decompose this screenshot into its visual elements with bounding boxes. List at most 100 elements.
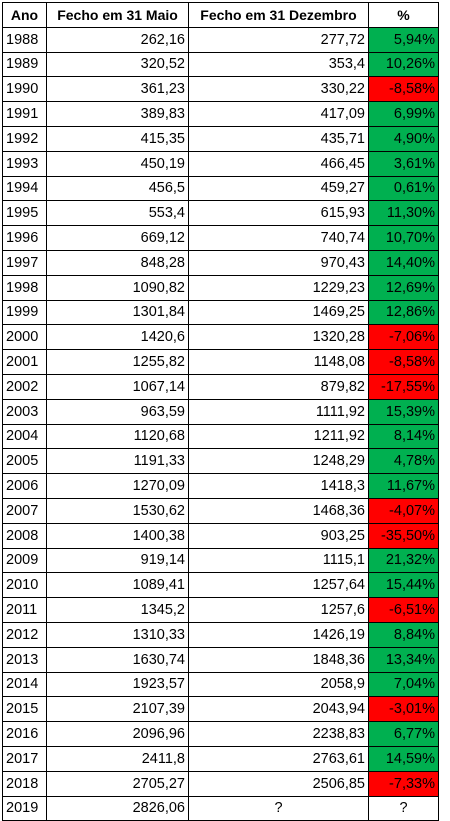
may-close-cell: 669,12	[46, 225, 189, 251]
year-cell: 1997	[2, 249, 47, 276]
table-body: 1988 262,16 277,72 5,94% 1989 320,52 353,4 10,2…	[2, 26, 439, 821]
december-close-cell: 1115,1	[188, 547, 369, 574]
may-close-cell: 320,52	[46, 51, 189, 78]
table-row: 1999 1301,84 1469,25 12,86%	[2, 299, 439, 326]
december-close-cell: 740,74	[188, 225, 369, 251]
percent-change-cell: 4,90%	[368, 125, 439, 152]
table-row: 2004 1120,68 1211,92 8,14%	[2, 423, 439, 450]
december-close-cell: 879,82	[188, 373, 369, 400]
percent-change-cell: 8,14%	[368, 423, 439, 450]
table-row: 1998 1090,82 1229,23 12,69%	[2, 274, 439, 301]
table-row: 2000 1420,6 1320,28 -7,06%	[2, 324, 439, 351]
percent-change-cell: 15,44%	[368, 572, 439, 599]
year-cell: 1994	[2, 175, 47, 202]
table-row: 1996 669,12 740,74 10,70%	[2, 225, 439, 251]
may-close-cell: 1530,62	[46, 497, 189, 524]
year-cell: 2008	[2, 522, 47, 549]
december-close-cell: 2043,94	[188, 696, 369, 723]
december-close-cell: 2058,9	[188, 671, 369, 698]
percent-change-cell: 12,86%	[368, 299, 439, 326]
year-cell: 2017	[2, 745, 47, 772]
december-close-cell: 2238,83	[188, 721, 369, 747]
header-december-close: Fecho em 31 Dezembro	[188, 2, 369, 28]
percent-change-cell: -8,58%	[368, 76, 439, 103]
table-row: 2019 2826,06??	[2, 795, 439, 821]
may-close-cell: 389,83	[46, 101, 189, 127]
table-row: 2005 1191,33 1248,29 4,78%	[2, 448, 439, 475]
may-close-cell: 2411,8	[46, 745, 189, 772]
table-row: 2006 1270,09 1418,3 11,67%	[2, 473, 439, 499]
december-close-cell: 1257,6	[188, 597, 369, 623]
table-row: 1997 848,28 970,43 14,40%	[2, 249, 439, 276]
year-cell: 2004	[2, 423, 47, 450]
year-cell: 1996	[2, 225, 47, 251]
table-row: 2001 1255,82 1148,08 -8,58%	[2, 349, 439, 375]
may-close-cell: 1345,2	[46, 597, 189, 623]
percent-change-cell: 0,61%	[368, 175, 439, 202]
year-cell: 1993	[2, 150, 47, 177]
percent-change-cell: -8,58%	[368, 349, 439, 375]
december-close-cell: 2506,85	[188, 770, 369, 797]
table-row: 2015 2107,39 2043,94 -3,01%	[2, 696, 439, 723]
percent-change-cell: 11,30%	[368, 200, 439, 227]
may-close-cell: 919,14	[46, 547, 189, 574]
may-close-cell: 1120,68	[46, 423, 189, 450]
percent-change-cell: 14,59%	[368, 745, 439, 772]
percent-change-cell: -7,33%	[368, 770, 439, 797]
december-close-cell: 1248,29	[188, 448, 369, 475]
table-row: 2007 1530,62 1468,36 -4,07%	[2, 497, 439, 524]
percent-change-cell: 3,61%	[368, 150, 439, 177]
percent-change-cell: 12,69%	[368, 274, 439, 301]
table-row: 1988 262,16 277,72 5,94%	[2, 26, 439, 53]
table-row: 2012 1310,33 1426,19 8,84%	[2, 621, 439, 648]
table-row: 2011 1345,2 1257,6 -6,51%	[2, 597, 439, 623]
percent-change-cell: 21,32%	[368, 547, 439, 574]
table-row: 2009 919,14 1115,1 21,32%	[2, 547, 439, 574]
may-close-cell: 415,35	[46, 125, 189, 152]
year-cell: 2006	[2, 473, 47, 499]
table-row: 2017 2411,8 2763,61 14,59%	[2, 745, 439, 772]
year-cell: 2010	[2, 572, 47, 599]
percent-change-cell: 11,67%	[368, 473, 439, 499]
table-row: 2018 2705,27 2506,85 -7,33%	[2, 770, 439, 797]
december-close-cell: 615,93	[188, 200, 369, 227]
may-close-cell: 2826,06	[46, 795, 189, 821]
table-row: 2008 1400,38 903,25 -35,50%	[2, 522, 439, 549]
may-close-cell: 262,16	[46, 26, 189, 53]
year-cell: 2001	[2, 349, 47, 375]
table-row: 2010 1089,41 1257,64 15,44%	[2, 572, 439, 599]
december-close-cell: 435,71	[188, 125, 369, 152]
year-cell: 2014	[2, 671, 47, 698]
year-cell: 1991	[2, 101, 47, 127]
data-table: Ano Fecho em 31 Maio Fecho em 31 Dezembr…	[2, 2, 439, 821]
may-close-cell: 2107,39	[46, 696, 189, 723]
percent-change-cell: -35,50%	[368, 522, 439, 549]
year-cell: 2005	[2, 448, 47, 475]
december-close-cell: 330,22	[188, 76, 369, 103]
december-close-cell: 1469,25	[188, 299, 369, 326]
december-close-cell: 1320,28	[188, 324, 369, 351]
percent-change-cell: 13,34%	[368, 646, 439, 673]
year-cell: 2016	[2, 721, 47, 747]
may-close-cell: 1090,82	[46, 274, 189, 301]
may-close-cell: 1310,33	[46, 621, 189, 648]
year-cell: 2012	[2, 621, 47, 648]
year-cell: 1992	[2, 125, 47, 152]
year-cell: 1998	[2, 274, 47, 301]
header-percent: %	[368, 2, 439, 28]
may-close-cell: 361,23	[46, 76, 189, 103]
year-cell: 1999	[2, 299, 47, 326]
year-cell: 1989	[2, 51, 47, 78]
may-close-cell: 1270,09	[46, 473, 189, 499]
year-cell: 1995	[2, 200, 47, 227]
percent-change-cell: 14,40%	[368, 249, 439, 276]
table-row: 1989 320,52 353,4 10,26%	[2, 51, 439, 78]
percent-change-cell: -6,51%	[368, 597, 439, 623]
year-cell: 1990	[2, 76, 47, 103]
december-close-cell: 1418,3	[188, 473, 369, 499]
table-row: 1993 450,19 466,45 3,61%	[2, 150, 439, 177]
header-row: Ano Fecho em 31 Maio Fecho em 31 Dezembr…	[2, 2, 439, 28]
table-row: 1994 456,5 459,27 0,61%	[2, 175, 439, 202]
year-cell: 2009	[2, 547, 47, 574]
may-close-cell: 1301,84	[46, 299, 189, 326]
